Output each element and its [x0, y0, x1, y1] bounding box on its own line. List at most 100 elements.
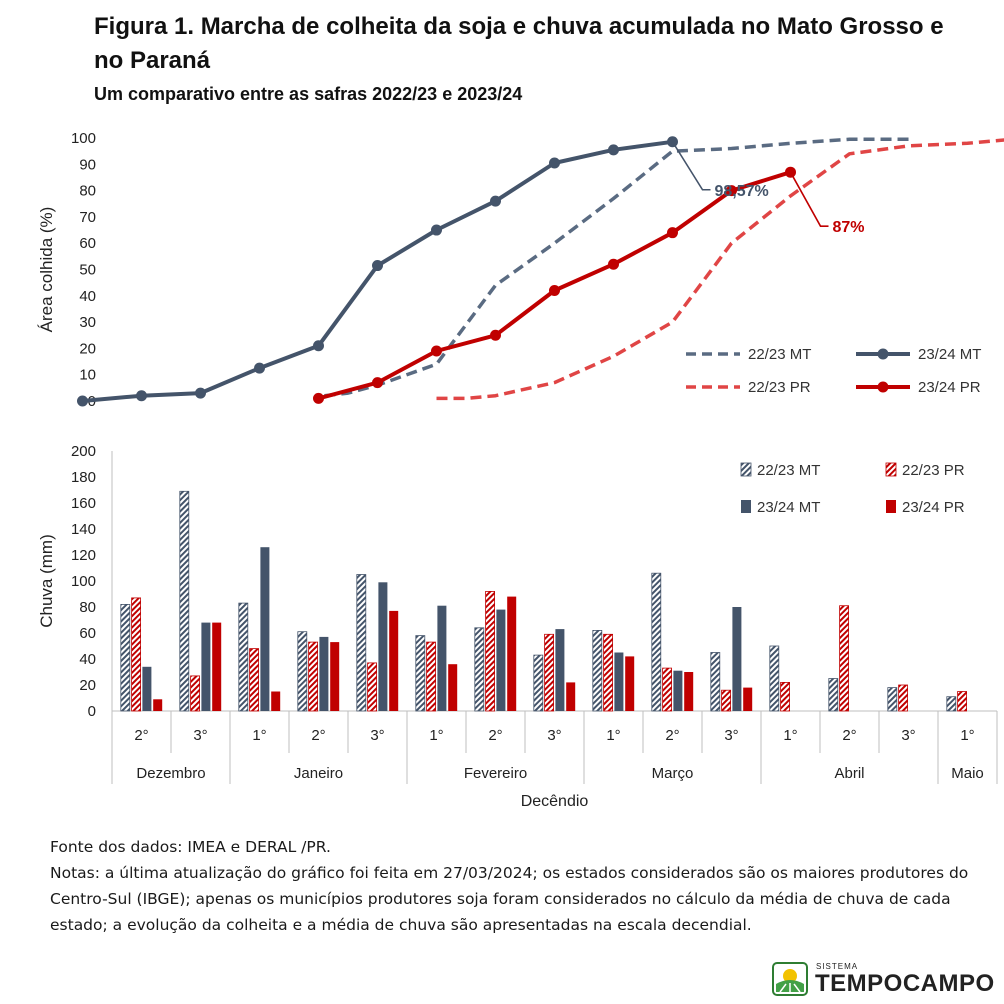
bar	[769, 645, 780, 712]
series-line-22-23-mt	[324, 137, 915, 398]
x-tick-label: 2°	[842, 727, 856, 744]
bar	[415, 635, 426, 712]
y-tick-label: 80	[79, 183, 96, 200]
x-tick-label: 2°	[665, 727, 679, 744]
data-point	[490, 329, 501, 341]
bar	[946, 696, 957, 712]
legend-label: 23/24 PR	[918, 379, 981, 396]
y-tick-label: 200	[71, 443, 96, 460]
annotation-leader	[789, 171, 829, 227]
tempocampo-logo: SISTEMA TEMPOCAMPO	[772, 960, 994, 998]
x-tick-label: 2°	[134, 727, 148, 744]
data-point	[313, 392, 324, 404]
x-tick-label: 3°	[547, 727, 561, 744]
bar	[356, 574, 367, 712]
data-point	[77, 395, 88, 407]
annotation-leader	[671, 141, 711, 191]
y-tick-label: 80	[79, 599, 96, 616]
data-point	[431, 345, 442, 357]
data-point	[372, 377, 383, 389]
x-tick-label: 3°	[901, 727, 915, 744]
bar	[249, 648, 260, 712]
month-label: Janeiro	[294, 765, 343, 782]
legend-marker	[877, 348, 889, 360]
data-point	[313, 340, 324, 352]
bar	[507, 596, 517, 711]
annotation-label: 87%	[833, 219, 865, 236]
legend-swatch	[741, 500, 751, 513]
source-text: Fonte dos dados: IMEA e DERAL /PR.	[50, 838, 331, 856]
x-tick-label: 3°	[370, 727, 384, 744]
legend-label: 22/23 MT	[757, 462, 820, 479]
y-axis-label: Área colhida (%)	[37, 207, 56, 333]
footer-notes: Fonte dos dados: IMEA e DERAL /PR. Notas…	[50, 834, 970, 938]
y-tick-label: 20	[79, 340, 96, 357]
data-point	[372, 260, 383, 272]
bar	[603, 633, 613, 712]
x-tick-label: 1°	[252, 727, 266, 744]
notes-text: Notas: a última atualização do gráfico f…	[50, 864, 969, 934]
bar	[625, 656, 635, 711]
bar	[142, 666, 152, 711]
data-point	[490, 195, 501, 207]
data-point	[195, 387, 206, 399]
bar	[839, 605, 849, 712]
month-label: Dezembro	[136, 765, 205, 782]
bar	[496, 609, 506, 711]
bar	[957, 691, 967, 712]
bar	[533, 654, 544, 712]
bar	[485, 591, 496, 712]
y-tick-label: 100	[71, 130, 96, 147]
legend-label: 23/24 PR	[902, 499, 965, 516]
bar	[732, 607, 742, 711]
y-tick-label: 40	[79, 288, 96, 305]
bar	[120, 604, 131, 712]
y-tick-label: 140	[71, 521, 96, 538]
bar	[887, 687, 898, 712]
y-tick-label: 100	[71, 573, 96, 590]
bar	[153, 699, 163, 711]
data-point	[608, 258, 619, 270]
bar	[212, 622, 222, 711]
bar	[330, 642, 340, 711]
month-label: Maio	[951, 765, 984, 782]
bar	[131, 597, 142, 712]
bar	[566, 682, 576, 711]
annotation-label: 98,57%	[715, 183, 769, 200]
y-tick-label: 20	[79, 677, 96, 694]
chart-title: Figura 1. Marcha de colheita da soja e c…	[94, 13, 944, 74]
y-tick-label: 40	[79, 651, 96, 668]
y-tick-label: 160	[71, 495, 96, 512]
y-tick-label: 60	[79, 625, 96, 642]
bar	[319, 636, 329, 711]
month-label: Fevereiro	[464, 765, 527, 782]
x-tick-label: 1°	[606, 727, 620, 744]
legend-label: 22/23 MT	[748, 346, 811, 363]
sun-field-logo-icon	[772, 962, 808, 996]
y-tick-label: 120	[71, 547, 96, 564]
bar	[271, 691, 281, 711]
x-tick-label: 3°	[193, 727, 207, 744]
y-tick-label: 60	[79, 235, 96, 252]
data-point	[549, 157, 560, 169]
bar	[437, 605, 447, 711]
y-tick-label: 30	[79, 314, 96, 331]
legend-marker	[877, 381, 889, 393]
logo-small-text: SISTEMA	[816, 962, 859, 971]
bar	[614, 652, 624, 711]
month-label: Abril	[834, 765, 864, 782]
y-tick-label: 10	[79, 367, 96, 384]
y-tick-label: 50	[79, 262, 96, 279]
bar	[684, 672, 694, 711]
y-tick-label: 180	[71, 469, 96, 486]
chart-subtitle: Um comparativo entre as safras 2022/23 e…	[94, 84, 523, 104]
bar	[448, 664, 458, 711]
bar	[662, 667, 672, 712]
legend-label: 22/23 PR	[748, 379, 811, 396]
legend-label: 23/24 MT	[918, 346, 981, 363]
bar	[673, 670, 683, 711]
logo-main-text: TEMPOCAMPO	[815, 970, 995, 997]
bar	[260, 547, 270, 711]
bar	[367, 662, 378, 712]
